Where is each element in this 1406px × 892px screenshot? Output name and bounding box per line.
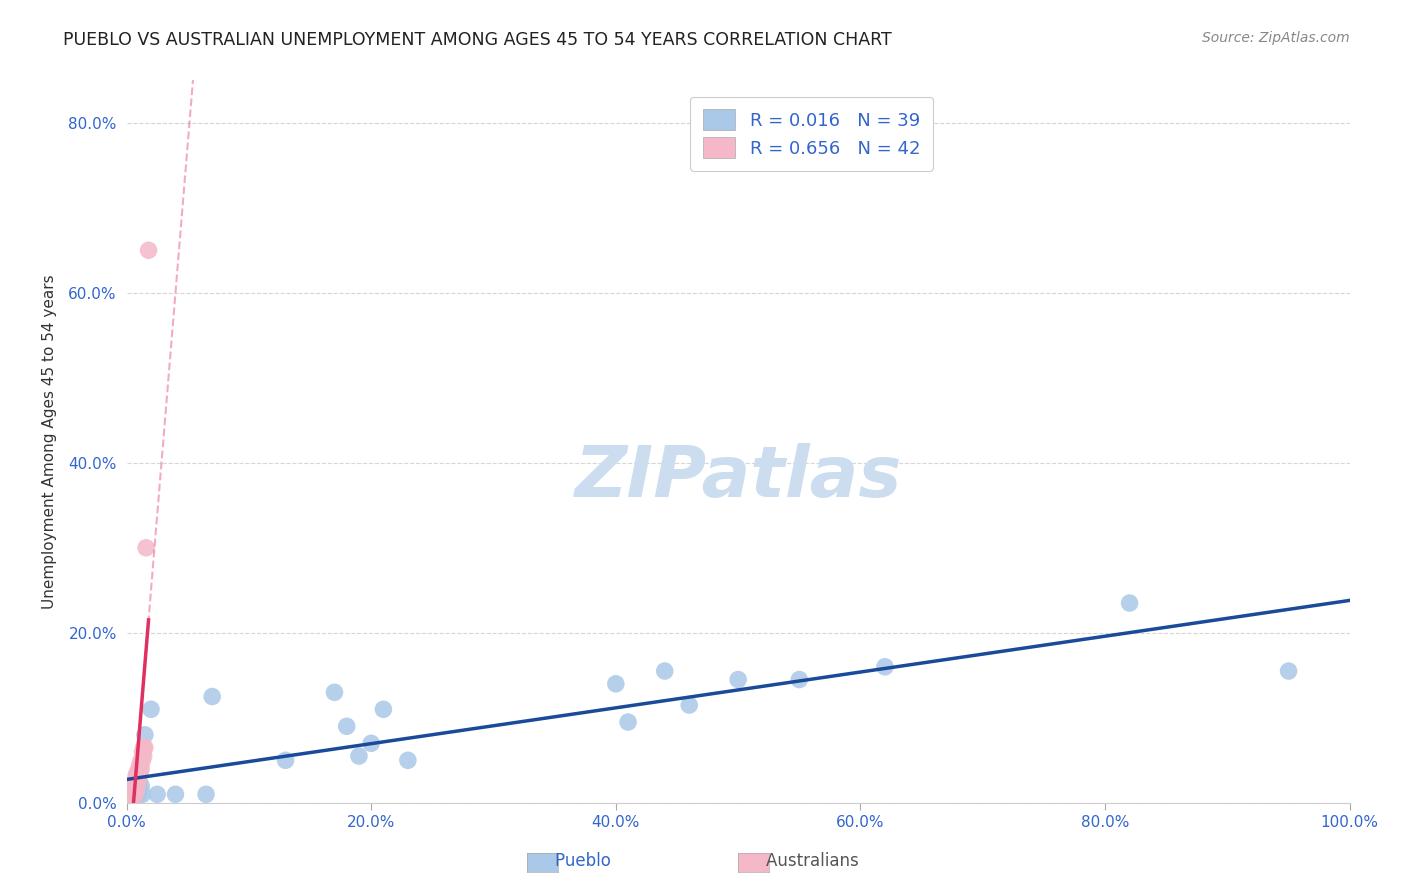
Point	[1118, 596, 1140, 610]
Point	[132, 740, 155, 755]
Point	[129, 753, 152, 767]
Point	[127, 770, 149, 784]
Point	[165, 787, 187, 801]
Point	[678, 698, 700, 712]
Point	[120, 791, 142, 805]
Point	[120, 789, 142, 803]
Text: PUEBLO VS AUSTRALIAN UNEMPLOYMENT AMONG AGES 45 TO 54 YEARS CORRELATION CHART: PUEBLO VS AUSTRALIAN UNEMPLOYMENT AMONG …	[63, 31, 891, 49]
Point	[120, 791, 142, 805]
Point	[125, 783, 148, 797]
Point	[124, 786, 146, 800]
Point	[132, 749, 155, 764]
Point	[1277, 664, 1299, 678]
Point	[121, 786, 143, 800]
Point	[131, 745, 153, 759]
Point	[128, 787, 150, 801]
Point	[125, 768, 148, 782]
Point	[336, 719, 359, 733]
Point	[128, 774, 150, 789]
Point	[274, 753, 297, 767]
Point	[121, 779, 143, 793]
Point	[128, 766, 150, 780]
Point	[127, 779, 149, 793]
Point	[146, 787, 169, 801]
Point	[118, 791, 141, 805]
Point	[195, 787, 218, 801]
Point	[120, 789, 142, 803]
Point	[127, 774, 149, 789]
Point	[787, 673, 810, 687]
Point	[134, 728, 156, 742]
Point	[121, 787, 143, 801]
Legend: R = 0.016   N = 39, R = 0.656   N = 42: R = 0.016 N = 39, R = 0.656 N = 42	[690, 96, 934, 170]
Text: Australians: Australians	[745, 852, 859, 870]
Text: ZIPatlas: ZIPatlas	[575, 443, 901, 512]
Point	[125, 779, 148, 793]
Point	[129, 757, 152, 772]
Point	[122, 787, 145, 801]
Point	[121, 791, 143, 805]
Point	[125, 774, 148, 789]
Point	[129, 762, 152, 776]
Point	[124, 774, 146, 789]
Point	[128, 779, 150, 793]
Point	[131, 787, 153, 801]
Point	[124, 774, 146, 789]
Point	[654, 664, 676, 678]
Point	[122, 783, 145, 797]
Point	[121, 789, 143, 803]
Point	[605, 677, 627, 691]
Point	[124, 787, 146, 801]
Point	[135, 541, 157, 555]
Point	[873, 660, 896, 674]
Point	[121, 787, 143, 801]
Point	[129, 779, 152, 793]
Point	[124, 787, 146, 801]
Point	[122, 787, 145, 801]
Point	[125, 770, 148, 784]
Point	[122, 783, 145, 797]
Point	[124, 783, 146, 797]
Point	[727, 673, 749, 687]
Point	[124, 779, 146, 793]
Point	[127, 787, 149, 801]
Point	[373, 702, 395, 716]
Point	[347, 749, 370, 764]
Point	[134, 740, 156, 755]
Point	[131, 753, 153, 767]
Point	[360, 736, 382, 750]
Point	[617, 714, 640, 729]
Point	[125, 783, 148, 797]
Point	[127, 766, 149, 780]
Point	[128, 762, 150, 776]
Text: Pueblo: Pueblo	[534, 852, 612, 870]
Point	[120, 791, 142, 805]
Text: Source: ZipAtlas.com: Source: ZipAtlas.com	[1202, 31, 1350, 45]
Point	[122, 786, 145, 800]
Point	[125, 787, 148, 801]
Point	[396, 753, 419, 767]
Point	[201, 690, 224, 704]
Point	[138, 244, 160, 258]
Point	[128, 770, 150, 784]
Point	[121, 783, 143, 797]
Point	[139, 702, 162, 716]
Point	[129, 766, 152, 780]
Y-axis label: Unemployment Among Ages 45 to 54 years: Unemployment Among Ages 45 to 54 years	[42, 274, 58, 609]
Point	[124, 779, 146, 793]
Point	[323, 685, 346, 699]
Point	[122, 789, 145, 803]
Point	[121, 789, 143, 803]
